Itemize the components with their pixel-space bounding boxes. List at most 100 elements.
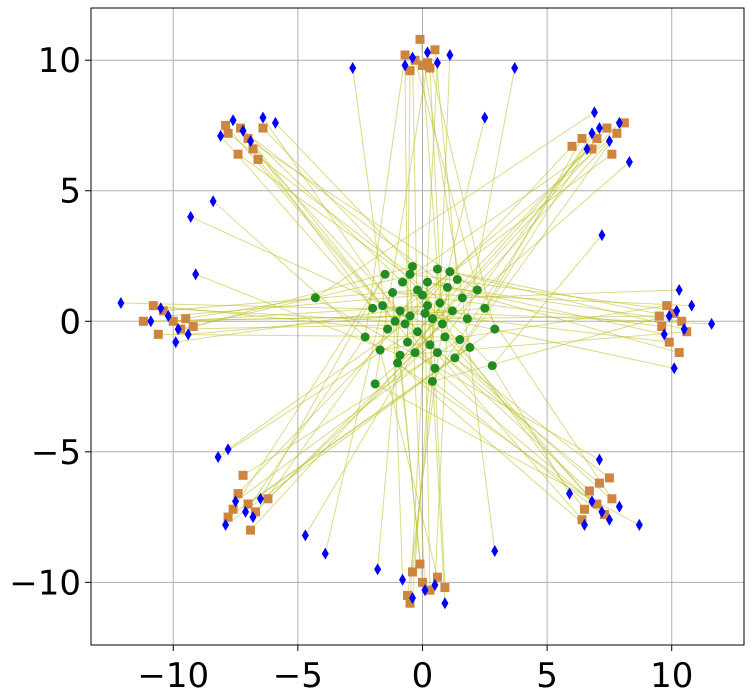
x-tick-label: 10 xyxy=(650,656,693,696)
circle-point xyxy=(455,335,465,345)
connection-line xyxy=(402,148,593,283)
square-point xyxy=(417,60,427,70)
circle-point xyxy=(370,379,380,389)
circle-point xyxy=(432,348,442,358)
connection-line xyxy=(427,281,665,335)
connection-line xyxy=(412,269,438,599)
diamond-point xyxy=(605,135,613,148)
connection-line xyxy=(352,67,389,330)
square-point xyxy=(607,494,617,504)
square-point xyxy=(619,118,629,128)
diamond-point xyxy=(635,518,643,531)
square-point xyxy=(405,66,415,76)
diamond-point xyxy=(446,48,454,61)
connection-line xyxy=(225,125,436,369)
diamond-point xyxy=(374,563,382,576)
plot-area-frame xyxy=(90,7,745,646)
connection-line xyxy=(364,54,406,338)
square-point xyxy=(682,327,692,337)
diamond-point xyxy=(615,116,623,129)
diamond-point xyxy=(670,362,678,375)
diamond-point xyxy=(433,56,441,69)
diamond-point xyxy=(192,268,200,281)
diamond-point xyxy=(224,443,232,456)
square-point xyxy=(604,473,614,483)
y-tick-label: −5 xyxy=(31,433,81,473)
source-points xyxy=(310,261,500,389)
circle-point xyxy=(388,288,398,298)
circle-point xyxy=(413,285,422,295)
diamond-point xyxy=(174,323,182,336)
circle-point xyxy=(430,363,440,373)
circle-point xyxy=(465,342,475,352)
square-point xyxy=(253,154,263,164)
square-point xyxy=(425,585,435,595)
square-point xyxy=(243,499,253,509)
circle-point xyxy=(427,314,437,324)
diamond-point xyxy=(256,492,264,505)
connection-line xyxy=(447,286,682,322)
square-point xyxy=(599,509,609,519)
diamond-point xyxy=(680,323,688,336)
x-axis-ticks: −10 −5 0 5 10 xyxy=(137,645,693,696)
square-point xyxy=(233,489,243,499)
square-point xyxy=(248,144,258,154)
connection-line xyxy=(454,357,610,479)
connection-line xyxy=(426,282,446,604)
square-point xyxy=(662,301,672,311)
connection-line xyxy=(484,307,613,500)
connection-line xyxy=(185,297,316,320)
connection-line xyxy=(397,122,620,364)
square-point xyxy=(432,572,442,582)
diamond-point xyxy=(580,518,588,531)
square-point xyxy=(674,348,684,358)
diamond-point xyxy=(401,59,409,72)
generated-points xyxy=(138,34,692,608)
connection-line xyxy=(407,70,411,343)
connection-lines xyxy=(120,39,712,604)
square-point xyxy=(168,316,178,326)
circle-point xyxy=(380,269,390,279)
circle-point xyxy=(435,298,445,308)
square-point xyxy=(415,559,425,569)
diamond-point xyxy=(349,62,357,75)
circle-point xyxy=(390,316,400,326)
diamond-point xyxy=(665,310,673,323)
connection-line xyxy=(426,52,496,330)
circle-point xyxy=(398,277,408,287)
circle-point xyxy=(490,324,500,334)
square-point xyxy=(664,337,674,347)
circle-point xyxy=(393,358,403,368)
square-point xyxy=(263,494,273,504)
connection-line xyxy=(397,138,598,364)
connection-line xyxy=(434,49,458,280)
diamond-point xyxy=(588,127,596,140)
diamond-point xyxy=(217,129,225,142)
circle-point xyxy=(457,293,467,303)
connection-line xyxy=(419,39,463,298)
diamond-point xyxy=(598,229,606,242)
connection-line xyxy=(399,355,421,565)
square-point xyxy=(258,123,268,133)
diamond-point xyxy=(409,592,417,605)
connection-line xyxy=(461,297,496,552)
square-point xyxy=(181,314,191,324)
connection-line xyxy=(193,265,413,327)
diamond-point xyxy=(209,195,217,208)
square-point xyxy=(592,499,602,509)
square-point xyxy=(138,316,148,326)
square-point xyxy=(669,308,679,318)
diamond-point xyxy=(184,328,192,341)
y-tick-label: 10 xyxy=(38,41,81,81)
connection-line xyxy=(190,216,461,341)
connection-line xyxy=(315,297,600,461)
square-point xyxy=(403,590,413,600)
diamond-point xyxy=(399,573,407,586)
connection-line xyxy=(227,323,406,450)
diamond-point xyxy=(583,142,591,155)
circle-point xyxy=(440,332,450,342)
connection-line xyxy=(232,274,386,510)
diamond-point xyxy=(595,122,603,135)
connection-line xyxy=(315,112,595,299)
square-point xyxy=(594,478,604,488)
